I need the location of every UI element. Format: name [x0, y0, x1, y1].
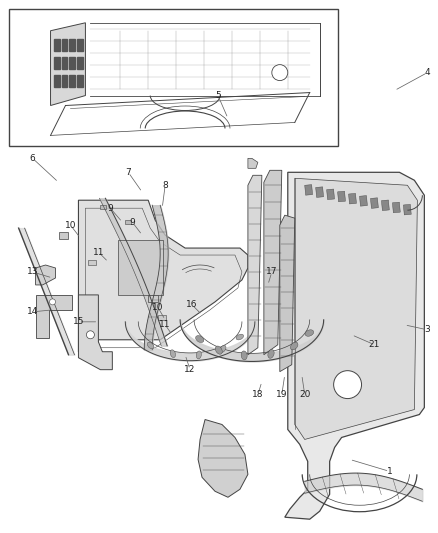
Text: 10: 10: [65, 221, 76, 230]
Text: 20: 20: [299, 390, 311, 399]
Polygon shape: [285, 172, 424, 519]
Bar: [305, 184, 313, 195]
Ellipse shape: [215, 346, 222, 354]
Bar: [70, 75, 75, 86]
Bar: [403, 204, 411, 215]
Bar: [61, 75, 67, 86]
Polygon shape: [198, 419, 248, 497]
Ellipse shape: [290, 342, 298, 350]
Bar: [125, 220, 131, 224]
Circle shape: [334, 370, 361, 399]
Bar: [88, 260, 96, 265]
Text: 10: 10: [152, 303, 164, 312]
Circle shape: [272, 64, 288, 80]
Text: 4: 4: [424, 68, 430, 77]
Text: 19: 19: [276, 390, 288, 399]
Ellipse shape: [170, 350, 176, 358]
Text: 1: 1: [387, 467, 392, 476]
Circle shape: [49, 299, 56, 305]
Polygon shape: [264, 171, 282, 355]
Polygon shape: [78, 200, 248, 358]
Bar: [371, 198, 378, 208]
Bar: [78, 39, 83, 51]
Bar: [53, 75, 60, 86]
Text: 8: 8: [162, 181, 168, 190]
Ellipse shape: [196, 351, 201, 359]
Text: 9: 9: [107, 204, 113, 213]
Bar: [349, 193, 357, 204]
Polygon shape: [295, 178, 417, 439]
Polygon shape: [35, 295, 72, 338]
Ellipse shape: [236, 334, 244, 340]
Text: 6: 6: [30, 154, 35, 163]
Polygon shape: [50, 23, 85, 106]
Text: 12: 12: [184, 365, 196, 374]
Bar: [9, 9, 338, 147]
Circle shape: [86, 331, 95, 339]
Bar: [59, 232, 68, 239]
Ellipse shape: [220, 345, 226, 352]
Ellipse shape: [147, 342, 154, 349]
Polygon shape: [248, 175, 262, 355]
Text: 9: 9: [129, 217, 135, 227]
Bar: [53, 56, 60, 69]
Text: 3: 3: [424, 325, 430, 334]
Bar: [392, 202, 400, 213]
Text: 7: 7: [125, 168, 131, 177]
Bar: [381, 200, 389, 211]
Text: 18: 18: [252, 390, 264, 399]
Ellipse shape: [241, 351, 247, 360]
Text: 15: 15: [73, 317, 84, 326]
Bar: [360, 196, 367, 206]
Polygon shape: [78, 295, 112, 370]
Bar: [61, 39, 67, 51]
Polygon shape: [248, 158, 258, 168]
Bar: [327, 189, 335, 199]
Bar: [100, 205, 106, 209]
Bar: [70, 56, 75, 69]
Bar: [316, 187, 324, 197]
Text: 17: 17: [266, 268, 278, 277]
Text: 13: 13: [27, 268, 39, 277]
Bar: [70, 39, 75, 51]
Bar: [158, 315, 166, 320]
Bar: [148, 295, 158, 302]
Ellipse shape: [268, 350, 274, 358]
Ellipse shape: [196, 336, 204, 343]
Bar: [118, 240, 163, 295]
Bar: [78, 56, 83, 69]
Bar: [338, 191, 346, 202]
Bar: [78, 75, 83, 86]
Text: 14: 14: [27, 308, 38, 317]
Polygon shape: [280, 215, 295, 372]
Text: 16: 16: [186, 301, 198, 309]
Bar: [53, 39, 60, 51]
Text: 11: 11: [159, 320, 171, 329]
Text: 5: 5: [215, 91, 221, 100]
Text: 11: 11: [92, 247, 104, 256]
Polygon shape: [35, 265, 56, 285]
Text: 21: 21: [369, 340, 380, 349]
Bar: [61, 56, 67, 69]
Ellipse shape: [305, 330, 314, 336]
